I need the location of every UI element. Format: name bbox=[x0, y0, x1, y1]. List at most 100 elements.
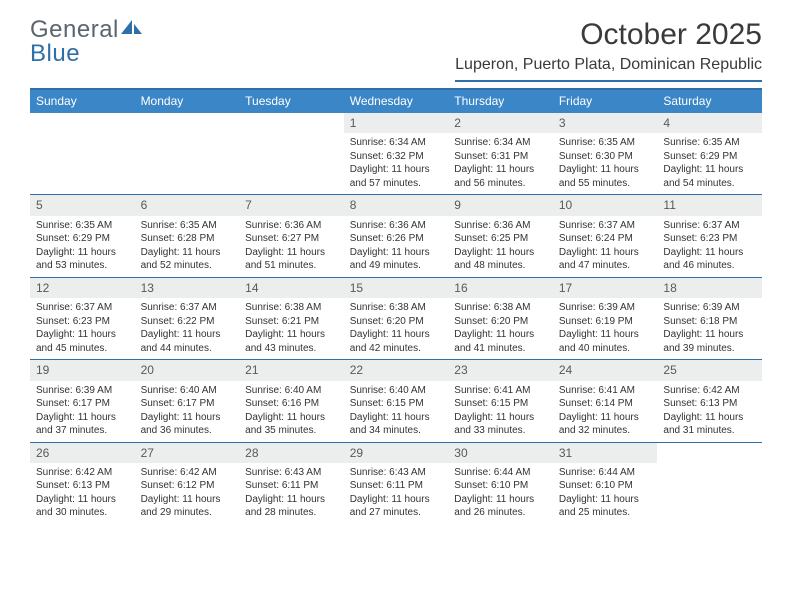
daylight-line: Daylight: 11 hours and 29 minutes. bbox=[141, 493, 234, 520]
day-cell: 23Sunrise: 6:41 AMSunset: 6:15 PMDayligh… bbox=[448, 360, 553, 441]
logo-text-blue: Blue bbox=[30, 42, 80, 66]
day-details: Sunrise: 6:37 AMSunset: 6:24 PMDaylight:… bbox=[553, 216, 658, 277]
sunrise-line: Sunrise: 6:42 AM bbox=[663, 384, 756, 398]
day-number: 5 bbox=[30, 195, 135, 215]
daylight-line: Daylight: 11 hours and 26 minutes. bbox=[454, 493, 547, 520]
calendar-week: 1Sunrise: 6:34 AMSunset: 6:32 PMDaylight… bbox=[30, 113, 762, 194]
day-cell: 26Sunrise: 6:42 AMSunset: 6:13 PMDayligh… bbox=[30, 443, 135, 524]
day-details: Sunrise: 6:44 AMSunset: 6:10 PMDaylight:… bbox=[553, 463, 658, 524]
sunrise-line: Sunrise: 6:43 AM bbox=[350, 466, 443, 480]
day-details: Sunrise: 6:38 AMSunset: 6:21 PMDaylight:… bbox=[239, 298, 344, 359]
sunrise-line: Sunrise: 6:35 AM bbox=[141, 219, 234, 233]
sunrise-line: Sunrise: 6:43 AM bbox=[245, 466, 338, 480]
sunset-line: Sunset: 6:27 PM bbox=[245, 232, 338, 246]
daylight-line: Daylight: 11 hours and 25 minutes. bbox=[559, 493, 652, 520]
location: Luperon, Puerto Plata, Dominican Republi… bbox=[455, 56, 762, 82]
calendar-week: 19Sunrise: 6:39 AMSunset: 6:17 PMDayligh… bbox=[30, 359, 762, 441]
day-cell: 13Sunrise: 6:37 AMSunset: 6:22 PMDayligh… bbox=[135, 278, 240, 359]
day-cell: 20Sunrise: 6:40 AMSunset: 6:17 PMDayligh… bbox=[135, 360, 240, 441]
sunset-line: Sunset: 6:24 PM bbox=[559, 232, 652, 246]
sunset-line: Sunset: 6:20 PM bbox=[350, 315, 443, 329]
day-details: Sunrise: 6:42 AMSunset: 6:13 PMDaylight:… bbox=[30, 463, 135, 524]
sunrise-line: Sunrise: 6:40 AM bbox=[141, 384, 234, 398]
day-number: 14 bbox=[239, 278, 344, 298]
sunset-line: Sunset: 6:32 PM bbox=[350, 150, 443, 164]
day-details: Sunrise: 6:42 AMSunset: 6:13 PMDaylight:… bbox=[657, 381, 762, 442]
day-cell: 8Sunrise: 6:36 AMSunset: 6:26 PMDaylight… bbox=[344, 195, 449, 276]
day-details: Sunrise: 6:38 AMSunset: 6:20 PMDaylight:… bbox=[344, 298, 449, 359]
day-details: Sunrise: 6:42 AMSunset: 6:12 PMDaylight:… bbox=[135, 463, 240, 524]
day-cell: 1Sunrise: 6:34 AMSunset: 6:32 PMDaylight… bbox=[344, 113, 449, 194]
sunset-line: Sunset: 6:16 PM bbox=[245, 397, 338, 411]
day-number: 31 bbox=[553, 443, 658, 463]
sunrise-line: Sunrise: 6:40 AM bbox=[245, 384, 338, 398]
day-cell: 5Sunrise: 6:35 AMSunset: 6:29 PMDaylight… bbox=[30, 195, 135, 276]
day-cell: 25Sunrise: 6:42 AMSunset: 6:13 PMDayligh… bbox=[657, 360, 762, 441]
day-details: Sunrise: 6:40 AMSunset: 6:16 PMDaylight:… bbox=[239, 381, 344, 442]
sunset-line: Sunset: 6:31 PM bbox=[454, 150, 547, 164]
sunset-line: Sunset: 6:19 PM bbox=[559, 315, 652, 329]
day-cell: 30Sunrise: 6:44 AMSunset: 6:10 PMDayligh… bbox=[448, 443, 553, 524]
day-cell: 28Sunrise: 6:43 AMSunset: 6:11 PMDayligh… bbox=[239, 443, 344, 524]
sunrise-line: Sunrise: 6:37 AM bbox=[663, 219, 756, 233]
day-details: Sunrise: 6:35 AMSunset: 6:29 PMDaylight:… bbox=[30, 216, 135, 277]
daylight-line: Daylight: 11 hours and 54 minutes. bbox=[663, 163, 756, 190]
day-number: 1 bbox=[344, 113, 449, 133]
day-details: Sunrise: 6:40 AMSunset: 6:17 PMDaylight:… bbox=[135, 381, 240, 442]
sunset-line: Sunset: 6:28 PM bbox=[141, 232, 234, 246]
day-cell: 12Sunrise: 6:37 AMSunset: 6:23 PMDayligh… bbox=[30, 278, 135, 359]
day-cell: 29Sunrise: 6:43 AMSunset: 6:11 PMDayligh… bbox=[344, 443, 449, 524]
sunrise-line: Sunrise: 6:38 AM bbox=[245, 301, 338, 315]
day-cell: 3Sunrise: 6:35 AMSunset: 6:30 PMDaylight… bbox=[553, 113, 658, 194]
daylight-line: Daylight: 11 hours and 30 minutes. bbox=[36, 493, 129, 520]
daylight-line: Daylight: 11 hours and 37 minutes. bbox=[36, 411, 129, 438]
day-cell: 14Sunrise: 6:38 AMSunset: 6:21 PMDayligh… bbox=[239, 278, 344, 359]
day-cell: 24Sunrise: 6:41 AMSunset: 6:14 PMDayligh… bbox=[553, 360, 658, 441]
day-cell: 17Sunrise: 6:39 AMSunset: 6:19 PMDayligh… bbox=[553, 278, 658, 359]
sunset-line: Sunset: 6:17 PM bbox=[36, 397, 129, 411]
day-details: Sunrise: 6:36 AMSunset: 6:25 PMDaylight:… bbox=[448, 216, 553, 277]
daylight-line: Daylight: 11 hours and 57 minutes. bbox=[350, 163, 443, 190]
day-number: 16 bbox=[448, 278, 553, 298]
daylight-line: Daylight: 11 hours and 44 minutes. bbox=[141, 328, 234, 355]
day-cell bbox=[30, 113, 135, 194]
sunrise-line: Sunrise: 6:38 AM bbox=[350, 301, 443, 315]
daylight-line: Daylight: 11 hours and 27 minutes. bbox=[350, 493, 443, 520]
sunset-line: Sunset: 6:15 PM bbox=[454, 397, 547, 411]
day-details: Sunrise: 6:35 AMSunset: 6:28 PMDaylight:… bbox=[135, 216, 240, 277]
daylight-line: Daylight: 11 hours and 49 minutes. bbox=[350, 246, 443, 273]
calendar: SundayMondayTuesdayWednesdayThursdayFrid… bbox=[0, 88, 792, 524]
calendar-week: 5Sunrise: 6:35 AMSunset: 6:29 PMDaylight… bbox=[30, 194, 762, 276]
sunset-line: Sunset: 6:15 PM bbox=[350, 397, 443, 411]
sunrise-line: Sunrise: 6:34 AM bbox=[454, 136, 547, 150]
day-cell: 6Sunrise: 6:35 AMSunset: 6:28 PMDaylight… bbox=[135, 195, 240, 276]
day-cell: 31Sunrise: 6:44 AMSunset: 6:10 PMDayligh… bbox=[553, 443, 658, 524]
day-details: Sunrise: 6:39 AMSunset: 6:18 PMDaylight:… bbox=[657, 298, 762, 359]
sunset-line: Sunset: 6:21 PM bbox=[245, 315, 338, 329]
day-number: 12 bbox=[30, 278, 135, 298]
calendar-week: 26Sunrise: 6:42 AMSunset: 6:13 PMDayligh… bbox=[30, 442, 762, 524]
sunset-line: Sunset: 6:25 PM bbox=[454, 232, 547, 246]
sunrise-line: Sunrise: 6:36 AM bbox=[454, 219, 547, 233]
day-number: 9 bbox=[448, 195, 553, 215]
sunrise-line: Sunrise: 6:44 AM bbox=[559, 466, 652, 480]
day-number: 19 bbox=[30, 360, 135, 380]
day-details: Sunrise: 6:44 AMSunset: 6:10 PMDaylight:… bbox=[448, 463, 553, 524]
daylight-line: Daylight: 11 hours and 45 minutes. bbox=[36, 328, 129, 355]
day-details: Sunrise: 6:34 AMSunset: 6:31 PMDaylight:… bbox=[448, 133, 553, 194]
calendar-weeks: 1Sunrise: 6:34 AMSunset: 6:32 PMDaylight… bbox=[30, 113, 762, 524]
sunset-line: Sunset: 6:20 PM bbox=[454, 315, 547, 329]
daylight-line: Daylight: 11 hours and 39 minutes. bbox=[663, 328, 756, 355]
day-number: 23 bbox=[448, 360, 553, 380]
day-number: 22 bbox=[344, 360, 449, 380]
sunrise-line: Sunrise: 6:36 AM bbox=[245, 219, 338, 233]
day-details: Sunrise: 6:37 AMSunset: 6:23 PMDaylight:… bbox=[30, 298, 135, 359]
day-number: 13 bbox=[135, 278, 240, 298]
day-details: Sunrise: 6:35 AMSunset: 6:30 PMDaylight:… bbox=[553, 133, 658, 194]
day-cell: 10Sunrise: 6:37 AMSunset: 6:24 PMDayligh… bbox=[553, 195, 658, 276]
daylight-line: Daylight: 11 hours and 56 minutes. bbox=[454, 163, 547, 190]
calendar-week: 12Sunrise: 6:37 AMSunset: 6:23 PMDayligh… bbox=[30, 277, 762, 359]
weekday-header: Friday bbox=[553, 90, 658, 113]
sunset-line: Sunset: 6:18 PM bbox=[663, 315, 756, 329]
sunrise-line: Sunrise: 6:44 AM bbox=[454, 466, 547, 480]
